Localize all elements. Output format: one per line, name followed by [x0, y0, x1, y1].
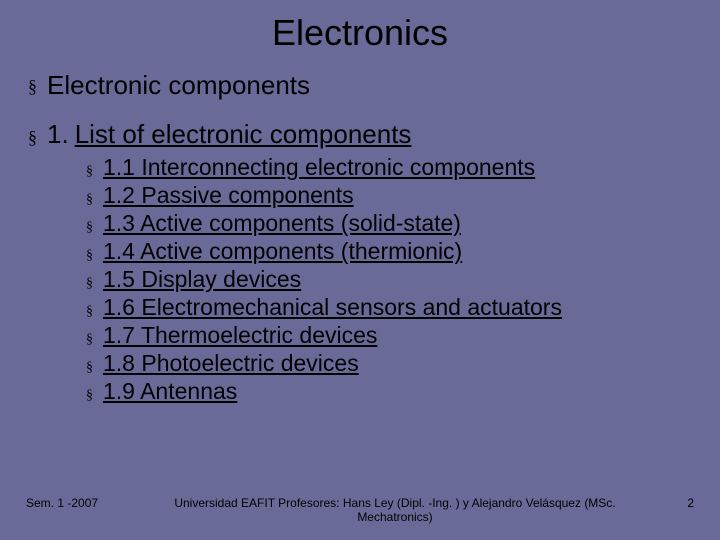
list-item: § 1.4 Active components (thermionic) — [86, 238, 700, 265]
sub-link[interactable]: 1.7 Thermoelectric devices — [103, 322, 377, 349]
sub-link[interactable]: 1.8 Photoelectric devices — [103, 350, 359, 377]
list-item: § 1.1 Interconnecting electronic compone… — [86, 154, 700, 181]
sub-link[interactable]: 1.1 Interconnecting electronic component… — [103, 154, 535, 181]
bullet-icon: § — [86, 164, 93, 180]
bullet-icon: § — [28, 77, 37, 95]
top-bullet-text: Electronic components — [47, 70, 310, 101]
content-area: § Electronic components § 1. List of ele… — [0, 70, 720, 405]
footer-center: Universidad EAFIT Profesores: Hans Ley (… — [136, 496, 654, 524]
bullet-icon: § — [86, 388, 93, 404]
list-item: § 1.8 Photoelectric devices — [86, 350, 700, 377]
footer: Sem. 1 -2007 Universidad EAFIT Profesore… — [0, 496, 720, 524]
list-item: § 1.2 Passive components — [86, 182, 700, 209]
footer-page-number: 2 — [654, 496, 694, 510]
bullet-icon: § — [86, 332, 93, 348]
sub-link[interactable]: 1.3 Active components (solid-state) — [103, 210, 461, 237]
sub-link[interactable]: 1.2 Passive components — [103, 182, 354, 209]
sub-link[interactable]: 1.4 Active components (thermionic) — [103, 238, 462, 265]
list-item: § 1.9 Antennas — [86, 378, 700, 405]
sub-link[interactable]: 1.5 Display devices — [103, 266, 301, 293]
footer-left: Sem. 1 -2007 — [26, 496, 136, 510]
bullet-icon: § — [86, 360, 93, 376]
bullet-icon: § — [86, 192, 93, 208]
section-row: § 1. List of electronic components — [28, 119, 700, 150]
slide-title: Electronics — [0, 0, 720, 60]
list-item: § 1.6 Electromechanical sensors and actu… — [86, 294, 700, 321]
sub-link[interactable]: 1.9 Antennas — [103, 378, 237, 405]
sub-list: § 1.1 Interconnecting electronic compone… — [28, 154, 700, 405]
bullet-icon: § — [86, 304, 93, 320]
section-link[interactable]: List of electronic components — [75, 119, 412, 150]
list-item: § 1.3 Active components (solid-state) — [86, 210, 700, 237]
list-item: § 1.5 Display devices — [86, 266, 700, 293]
section-number: 1. — [47, 119, 69, 150]
sub-link[interactable]: 1.6 Electromechanical sensors and actuat… — [103, 294, 562, 321]
list-item: § 1.7 Thermoelectric devices — [86, 322, 700, 349]
top-bullet-row: § Electronic components — [28, 70, 700, 101]
bullet-icon: § — [86, 276, 93, 292]
bullet-icon: § — [86, 220, 93, 236]
bullet-icon: § — [28, 128, 37, 146]
bullet-icon: § — [86, 248, 93, 264]
